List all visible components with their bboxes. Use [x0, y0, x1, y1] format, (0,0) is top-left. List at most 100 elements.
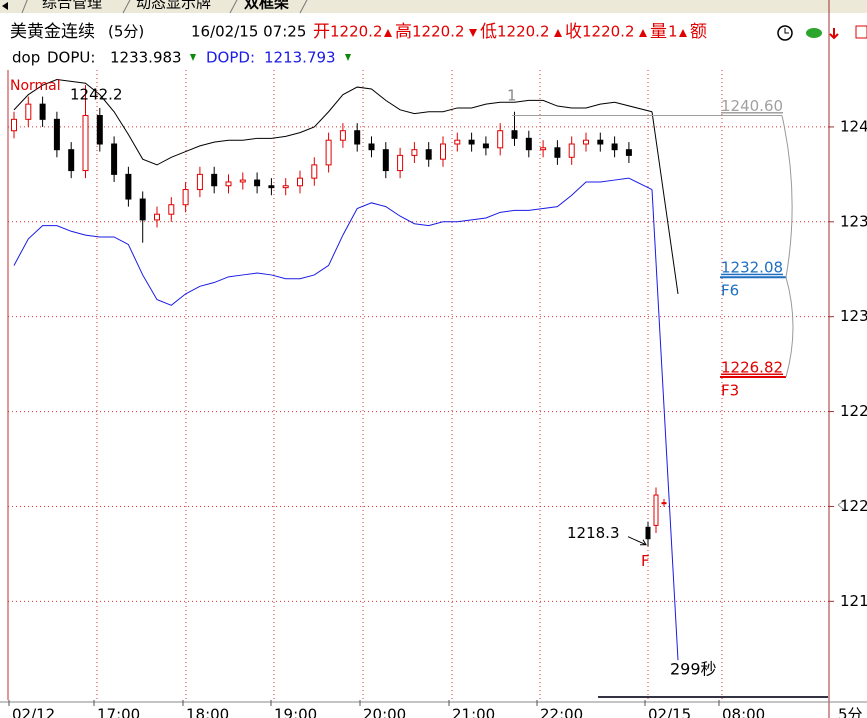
close-value: 1220.2: [582, 23, 635, 41]
high-label: 高: [395, 22, 412, 42]
header-arrows: [190, 29, 687, 61]
candle-body: [454, 139, 461, 145]
candle-body: [239, 179, 246, 183]
band-connector: [614, 101, 653, 113]
period: (5分): [108, 23, 144, 41]
trough-arrow: [627, 536, 647, 546]
candle-body: [568, 143, 575, 158]
x-tick-label: 20:00: [363, 706, 406, 718]
volume-value: 1: [668, 23, 678, 41]
level-label: 1240.60: [721, 97, 783, 115]
candle-body: [554, 147, 561, 158]
candle-body: [645, 526, 651, 540]
candle-body: [354, 130, 361, 145]
y-tick-label: 122: [840, 402, 867, 420]
candle-body: [225, 181, 232, 187]
volume-label: 量: [650, 22, 667, 42]
x-tick-label: 02/12: [12, 706, 55, 718]
dopd-value: 1213.793: [264, 49, 336, 67]
band-connector: [628, 177, 653, 190]
y-tick-label: 123: [840, 212, 867, 230]
trough-label: 1218.3: [567, 524, 620, 542]
band-tail: [651, 111, 679, 294]
x-tick-label: 17:00: [97, 706, 140, 718]
tab-borders: [21, 0, 308, 14]
level-label: 1226.82: [721, 359, 783, 377]
high-value: 1220.2: [412, 23, 465, 41]
toolbar-icons[interactable]: [777, 25, 867, 41]
tab-scroll[interactable]: [2, 2, 8, 10]
candle-body: [82, 115, 89, 172]
x-tick-label: 21:00: [452, 706, 495, 718]
candle-body: [511, 130, 518, 139]
y-tick-label: 123: [840, 307, 867, 325]
tab[interactable]: 动态显示牌: [136, 0, 211, 12]
candle-body: [382, 149, 389, 172]
candle-body: [440, 143, 446, 160]
y-tick-label: 122: [840, 497, 867, 515]
candle-body: [254, 179, 261, 187]
y-tick-label: 121: [840, 592, 867, 610]
candle-body: [297, 177, 303, 187]
x-tick-label: 08:00: [722, 706, 765, 718]
price-pointer: [837, 498, 847, 512]
dopu-label: DOPU:: [47, 49, 95, 67]
candle-body: [168, 204, 175, 215]
tab-strip: [0, 0, 867, 13]
candle-body: [397, 154, 404, 172]
level-bracket: [781, 115, 794, 378]
candle-body: [497, 130, 504, 149]
candle-body: [182, 189, 189, 206]
level-tag: F3: [721, 382, 739, 400]
candle-body: [597, 139, 604, 145]
datetime: 16/02/15 07:25: [191, 23, 306, 41]
dopu-value: 1233.983: [110, 49, 182, 67]
candle-body: [111, 143, 118, 175]
candle-body: [68, 149, 75, 172]
candle-body: [125, 173, 132, 200]
candle-body: [368, 143, 375, 151]
candle-body: [583, 139, 589, 145]
candle-body: [540, 147, 547, 151]
candle-body: [611, 143, 618, 151]
candle-body: [411, 149, 418, 156]
candle-body: [311, 164, 318, 179]
candle-body: [53, 118, 60, 151]
open-value: 1220.2: [330, 23, 383, 41]
candle-body: [268, 185, 275, 189]
level-label: 1232.08: [721, 259, 783, 277]
countdown: 299秒: [670, 660, 717, 679]
candle-body: [482, 143, 489, 149]
x-tick-label: 19:00: [274, 706, 317, 718]
candle-body: [625, 149, 632, 156]
candle-body: [39, 103, 46, 120]
band-tail: [651, 189, 679, 661]
candle-body: [325, 139, 332, 166]
candle-body: [653, 494, 659, 526]
band-line: [13, 78, 615, 166]
period-label: 5分: [838, 706, 863, 718]
candle-body: [154, 213, 160, 221]
low-value: 1220.2: [497, 23, 550, 41]
symbol: 美黄金连续: [10, 22, 95, 42]
amount-label: 额: [690, 22, 707, 42]
candle-body: [661, 502, 667, 505]
mode-label: Normal: [10, 78, 61, 94]
candle-body: [139, 198, 146, 221]
x-tick-label: 02/15: [648, 706, 691, 718]
tab[interactable]: 综合管理: [42, 0, 102, 12]
close-label: 收: [565, 22, 582, 42]
marker-label: 1: [507, 87, 517, 105]
dopd-label: DOPD:: [206, 49, 255, 67]
trough-tag: F: [641, 552, 650, 570]
candle-body: [11, 118, 17, 132]
candle-body: [425, 149, 432, 160]
band-line: [13, 177, 629, 306]
tab-active[interactable]: 双框架: [244, 0, 289, 12]
candle-body: [96, 115, 103, 145]
y-tick-label: 124: [840, 117, 867, 135]
candle-body: [25, 103, 32, 120]
level-tag: F6: [721, 282, 739, 300]
